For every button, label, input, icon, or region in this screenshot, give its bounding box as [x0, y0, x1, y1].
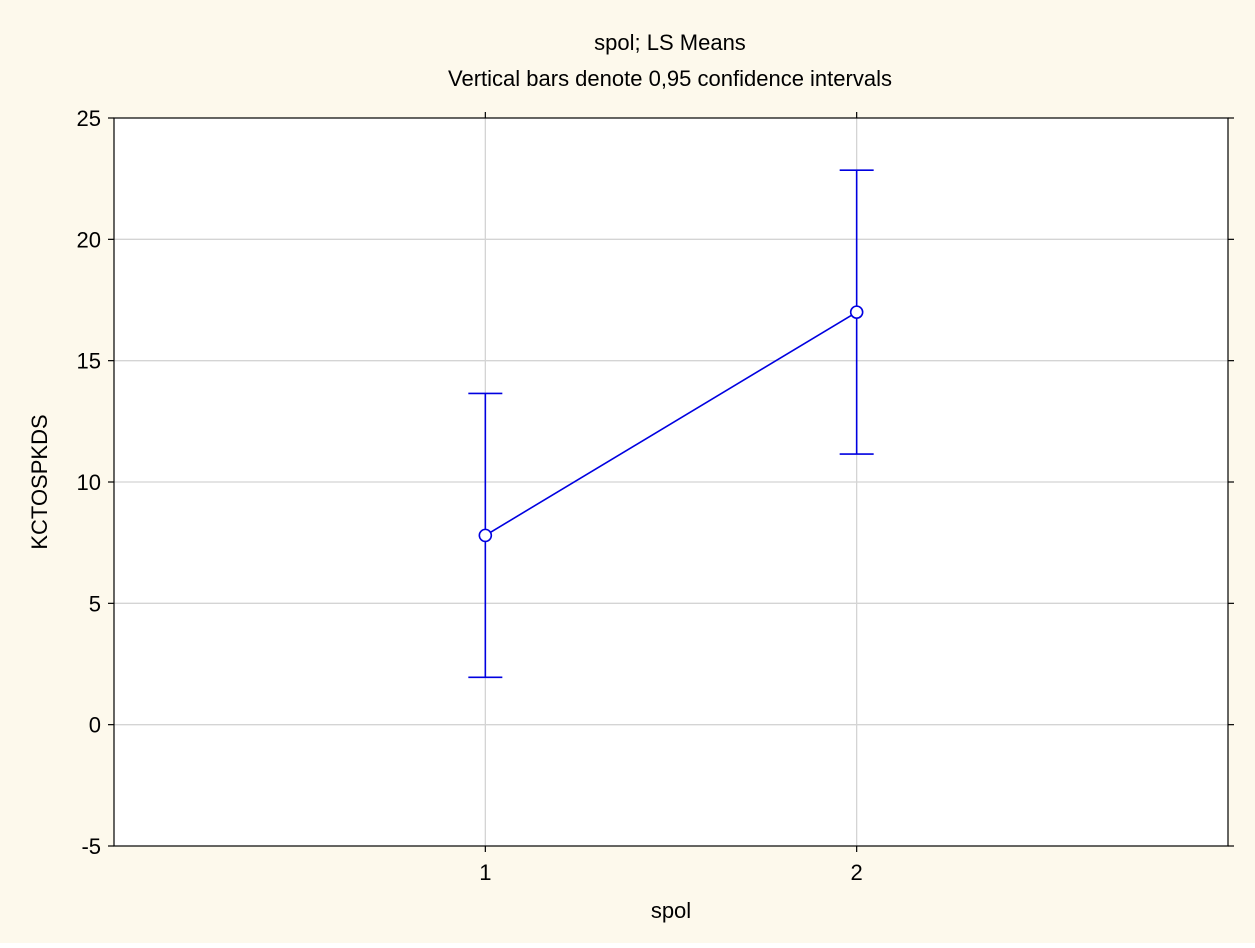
y-tick-label: 25: [77, 106, 101, 131]
y-tick-label: 5: [89, 591, 101, 616]
y-axis-label: KCTOSPKDS: [27, 414, 52, 549]
series-layer: [468, 169, 874, 679]
y-tick-label: 0: [89, 713, 101, 738]
grid-lines: [114, 118, 1228, 846]
plot-frame: [113, 117, 1229, 847]
y-tick-label: 20: [77, 227, 101, 252]
x-axis-label: spol: [651, 898, 691, 923]
y-tick-label: -5: [81, 834, 101, 859]
y-tick-label: 15: [77, 349, 101, 374]
chart-subtitle: Vertical bars denote 0,95 confidence int…: [448, 66, 892, 91]
x-tick-label: 2: [851, 860, 863, 885]
series-line: [484, 311, 858, 537]
data-point: [849, 305, 864, 319]
y-tick-label: 10: [77, 470, 101, 495]
x-tick-label: 1: [479, 860, 491, 885]
data-point: [478, 528, 493, 543]
y-axis-ticks: -5 0 5 10 15 20 25: [77, 106, 1234, 859]
chart-title: spol; LS Means: [594, 30, 746, 55]
